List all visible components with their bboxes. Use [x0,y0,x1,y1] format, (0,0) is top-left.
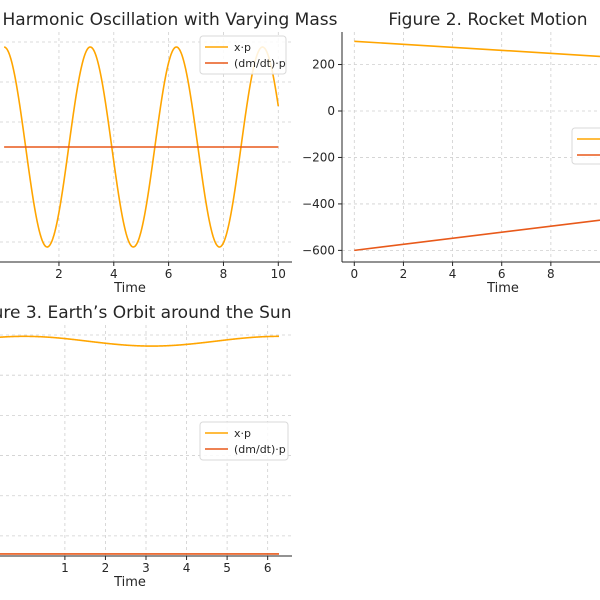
x-tick-label: 1 [61,561,69,575]
y-tick-label: 0 [327,104,335,118]
panel-1-plot: 2 4 6 8 10 x·p (dm/dt)·p [0,32,292,281]
legend-label: (dm/dt)·p [234,57,286,70]
x-tick-label: 2 [102,561,110,575]
series-line-1 [354,40,600,58]
x-tick-label: 0 [350,267,358,281]
legend [571,127,600,165]
panel-3-plot: 1 2 3 4 5 6 x·p (dm/dt)·p [0,325,292,575]
x-tick-label: 2 [55,267,63,281]
panel-2-plot: 0 2 4 6 8 200 0 −200 −400 −600 [302,32,600,281]
legend-box [199,35,287,75]
panel-2-xlabel: Time [486,281,519,296]
y-tick-label: 200 [312,58,335,72]
x-tick-label: 3 [142,561,150,575]
legend-label: x·p [234,427,251,440]
x-tick-label: 4 [449,267,457,281]
panel-3-xlabel: Time [113,575,146,590]
panel-1-xlabel: Time [113,281,146,296]
x-tick-label: 4 [183,561,191,575]
x-tick-label: 6 [498,267,506,281]
x-tick-label: 10 [271,267,286,281]
panel-2-title: Figure 2. Rocket Motion [388,10,587,30]
panel-3-title: Figure 3. Earth’s Orbit around the Sun [0,303,291,323]
x-tick-label: 4 [110,267,118,281]
y-tick-label: −200 [302,150,335,164]
x-tick-label: 8 [220,267,228,281]
legend: x·p (dm/dt)·p [199,35,287,75]
panel-1-title: Harmonic Oscillation with Varying Mass [3,10,338,30]
legend-box [199,421,289,461]
x-tick-label: 6 [165,267,173,281]
legend: x·p (dm/dt)·p [199,421,289,461]
x-tick-label: 2 [400,267,408,281]
x-tick-label: 6 [264,561,272,575]
legend-box [571,127,600,165]
series-line-1 [3,46,280,248]
x-tick-label: 5 [223,561,231,575]
x-tick-label: 8 [547,267,555,281]
series-line-2 [354,219,600,252]
legend-label: x·p [234,41,251,54]
series-line-1 [0,335,280,347]
legend-label: (dm/dt)·p [234,443,286,456]
y-tick-label: −600 [302,243,335,257]
y-tick-label: −400 [302,197,335,211]
